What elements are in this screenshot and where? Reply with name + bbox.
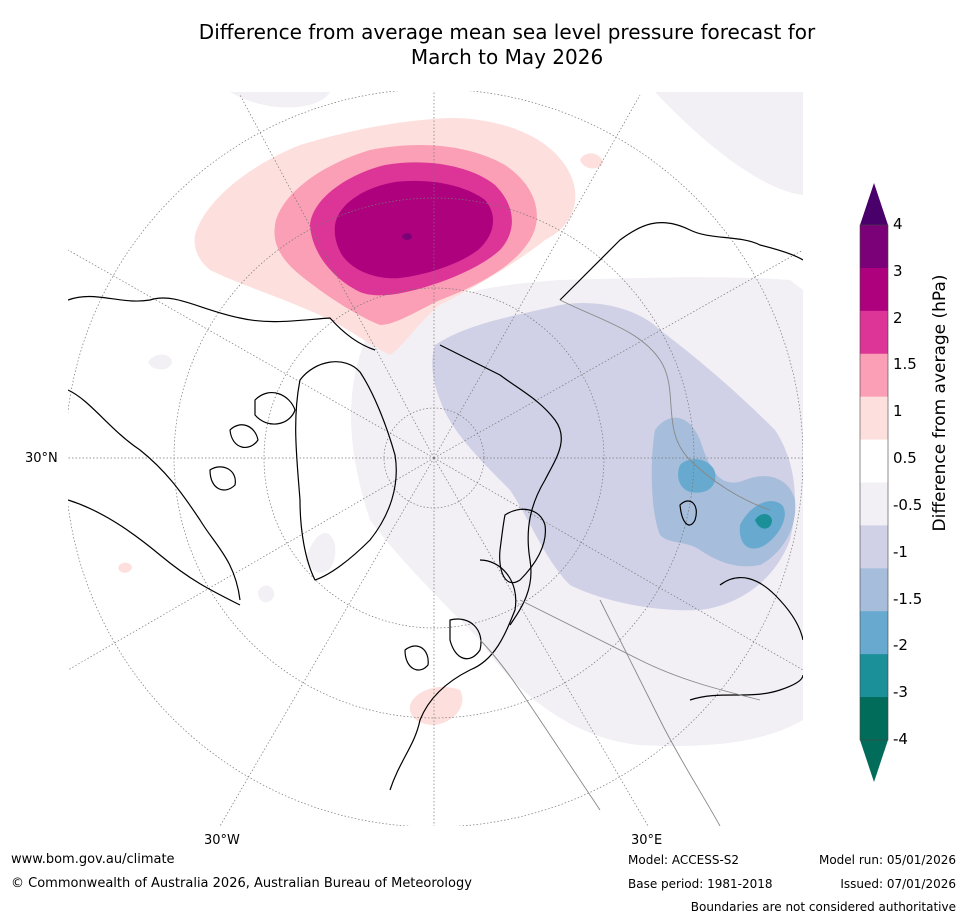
colorbar-frame: [859, 224, 889, 741]
colorbar-tick-label: 4: [893, 215, 903, 233]
anomaly-area-plus-0-5-iberia: [409, 686, 463, 725]
footer-model: Model: ACCESS-S2: [628, 853, 740, 867]
colorbar-band: [860, 654, 888, 698]
colorbar-tick-label: -4: [893, 730, 908, 748]
colorbar-tick-label: 3: [893, 261, 903, 280]
anomaly-area-minus-0-5-greenland: [305, 533, 336, 573]
colorbar-tick-label: -3: [893, 683, 908, 702]
colorbar-band: [860, 568, 888, 612]
footer-base-period: Base period: 1981-2018: [628, 877, 773, 891]
colorbar-tick-label: 1: [893, 402, 903, 421]
title-line-1: Difference from average mean sea level p…: [198, 20, 816, 44]
lon-label-30w: 30°W: [204, 833, 240, 848]
anomaly-area-minus-2-a: [678, 459, 716, 493]
colorbar-tick-label: 0.5: [893, 449, 917, 468]
colorbar-tick-label: -2: [893, 636, 908, 655]
footer-copyright: © Commonwealth of Australia 2026, Austra…: [11, 876, 472, 891]
colorbar-band: [860, 611, 888, 655]
colorbar-over-arrow: [860, 183, 888, 225]
colorbar-band: [860, 482, 888, 526]
coastline-scandinavia: [499, 508, 547, 584]
colorbar-under-arrow: [860, 740, 888, 782]
colorbar-tick-label: 1.5: [893, 355, 917, 374]
anomaly-area-plus-0-5-b: [580, 153, 603, 169]
colorbar-tick-label: 2: [893, 308, 903, 327]
coastline-north-america: [68, 295, 376, 606]
colorbar-title: Difference from average (hPa): [930, 274, 950, 532]
graticule: [68, 91, 803, 826]
anomaly-area-minus-0-5-small: [148, 354, 172, 370]
colorbar: [859, 183, 889, 782]
coastline-asia-east: [679, 500, 803, 701]
colorbar-band: [860, 439, 888, 483]
title-line-2: March to May 2026: [410, 45, 604, 69]
colorbar-tick-label: -1.5: [893, 589, 923, 608]
lat-label-30n: 30°N: [25, 451, 58, 466]
coastline-arctic-islands: [209, 392, 296, 491]
country-borders: [479, 299, 771, 826]
coastlines: [68, 221, 803, 791]
footer-disclaimer: Boundaries are not considered authoritat…: [690, 900, 956, 914]
coastline-europe: [389, 559, 517, 791]
footer-website: www.bom.gov.au/climate: [11, 852, 175, 867]
colorbar-band: [860, 225, 888, 269]
colorbar-tick-label: -1: [893, 542, 908, 561]
anomaly-area-plus-3: [402, 233, 412, 240]
anomaly-area-plus-0-5-small: [118, 562, 132, 573]
colorbar-band: [860, 525, 888, 569]
anomaly-area-minus-3: [755, 514, 772, 529]
footer-issued: Issued: 07/01/2026: [840, 877, 956, 891]
anomaly-area-minus-0-5-small-2: [258, 585, 275, 603]
footer-model-run: Model run: 05/01/2026: [818, 853, 956, 867]
lon-label-30e: 30°E: [631, 833, 663, 848]
anomaly-area-minus-0-5-top: [230, 92, 330, 108]
coastline-eurasia: [439, 221, 803, 626]
colorbar-tick-label: -0.5: [893, 495, 923, 514]
colorbar-band: [860, 697, 888, 741]
colorbar-band: [860, 353, 888, 398]
anomaly-area-plus-2: [334, 180, 494, 279]
anomaly-area-minus-0-5-topright: [655, 92, 803, 195]
colorbar-band: [860, 267, 888, 312]
colorbar-band: [860, 396, 888, 441]
coastline-greenland: [295, 361, 397, 581]
colorbar-band: [860, 310, 888, 355]
lat-circle-60: [263, 287, 605, 629]
map-title: Difference from average mean sea level p…: [0, 20, 965, 70]
